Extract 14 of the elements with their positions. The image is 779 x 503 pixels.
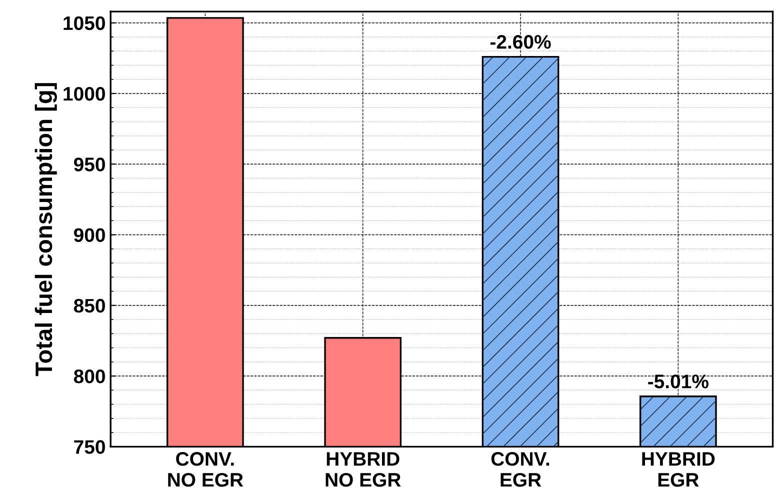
y-axis-title: Total fuel consumption [g]	[34, 83, 57, 376]
y-tick-label: 750	[74, 440, 105, 454]
annotation: -2.60%	[490, 34, 551, 49]
x-tick-label: CONV. EGR	[491, 452, 550, 487]
y-tick-label: 900	[74, 228, 105, 242]
y-tick-label: 1050	[64, 16, 105, 30]
y-tick-label: 1000	[64, 86, 105, 101]
y-tick-label: 950	[74, 158, 105, 172]
x-tick-label: HYBRID EGR	[642, 452, 715, 487]
y-tick-label: 800	[74, 370, 105, 384]
y-tick-label: 850	[74, 298, 105, 313]
x-tick-label: HYBRID NO EGR	[326, 452, 401, 487]
annotation: -5.01%	[648, 374, 708, 388]
x-tick-label: CONV. NO EGR	[168, 452, 244, 487]
